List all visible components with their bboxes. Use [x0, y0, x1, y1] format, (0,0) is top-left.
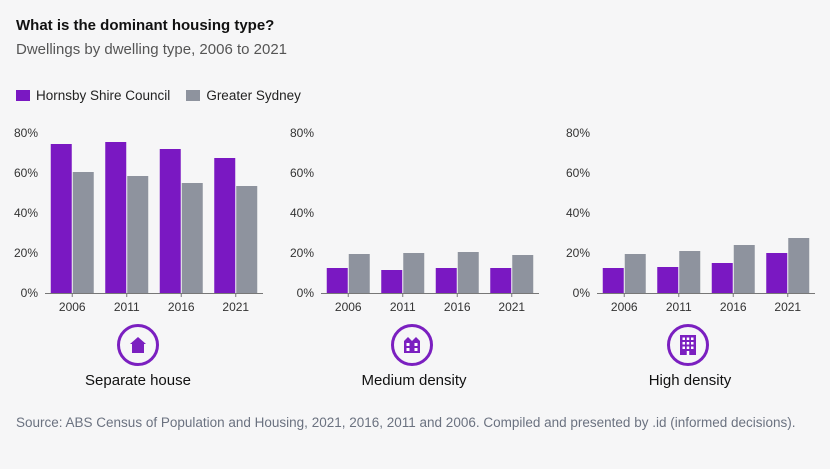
bar-greater-sydney: [348, 254, 370, 293]
bar-hornsby: [159, 149, 181, 293]
x-tick-label: 2006: [611, 300, 638, 314]
y-tick-label: 80%: [290, 126, 314, 140]
bar-greater-sydney: [512, 255, 534, 293]
source-note: Source: ABS Census of Population and Hou…: [16, 415, 796, 430]
bar-hornsby: [105, 142, 127, 293]
townhouse-icon: [391, 324, 433, 366]
bar-greater-sydney: [733, 245, 755, 293]
legend: Hornsby Shire Council Greater Sydney: [16, 88, 317, 103]
bar-hornsby: [435, 268, 457, 293]
legend-swatch-hornsby: [16, 90, 30, 101]
y-tick-label: 20%: [290, 246, 314, 260]
bar-hornsby: [50, 144, 72, 293]
legend-label-hornsby: Hornsby Shire Council: [36, 88, 171, 103]
y-tick-label: 40%: [566, 206, 590, 220]
x-tick-label: 2006: [59, 300, 86, 314]
chart-title: What is the dominant housing type?: [16, 17, 275, 34]
y-tick-label: 40%: [290, 206, 314, 220]
y-tick-label: 0%: [297, 286, 315, 300]
bar-hornsby: [602, 268, 624, 293]
house-icon: [117, 324, 159, 366]
y-tick-label: 0%: [21, 286, 39, 300]
y-tick-label: 80%: [566, 126, 590, 140]
bar-greater-sydney: [127, 176, 149, 293]
bar-greater-sydney: [788, 238, 810, 293]
bar-hornsby: [490, 268, 512, 293]
panel-label-separate-house: Separate house: [85, 372, 191, 389]
bar-greater-sydney: [236, 186, 258, 293]
y-tick-label: 40%: [14, 206, 38, 220]
legend-item-hornsby[interactable]: Hornsby Shire Council: [16, 88, 170, 103]
x-tick-label: 2016: [720, 300, 747, 314]
x-tick-label: 2016: [168, 300, 195, 314]
legend-swatch-greater-sydney: [186, 90, 201, 101]
x-tick-label: 2021: [498, 300, 525, 314]
y-tick-label: 60%: [14, 166, 38, 180]
x-tick-label: 2006: [335, 300, 362, 314]
x-tick-label: 2021: [774, 300, 801, 314]
x-tick-label: 2021: [222, 300, 249, 314]
apartment-building-icon: [667, 324, 709, 366]
x-tick-label: 2016: [444, 300, 471, 314]
bar-greater-sydney: [457, 252, 479, 293]
bar-greater-sydney: [181, 183, 203, 293]
legend-item-greater-sydney[interactable]: Greater Sydney: [186, 88, 301, 103]
bar-hornsby: [657, 267, 679, 293]
bar-hornsby: [326, 268, 348, 293]
y-tick-label: 20%: [14, 246, 38, 260]
y-tick-label: 60%: [566, 166, 590, 180]
bar-greater-sydney: [403, 253, 425, 293]
bar-hornsby: [711, 263, 733, 293]
panel-label-high-density: High density: [648, 372, 732, 389]
x-tick-label: 2011: [390, 300, 416, 314]
y-tick-label: 0%: [573, 286, 591, 300]
y-tick-label: 80%: [14, 126, 38, 140]
bar-greater-sydney: [679, 251, 701, 293]
y-tick-label: 60%: [290, 166, 314, 180]
bar-greater-sydney: [624, 254, 646, 293]
x-tick-label: 2011: [666, 300, 692, 314]
legend-label-greater-sydney: Greater Sydney: [206, 88, 301, 103]
bar-hornsby: [766, 253, 788, 293]
x-tick-label: 2011: [114, 300, 140, 314]
y-tick-label: 20%: [566, 246, 590, 260]
chart-subtitle: Dwellings by dwelling type, 2006 to 2021: [16, 41, 288, 58]
panel-label-medium-density: Medium density: [361, 372, 467, 389]
bar-greater-sydney: [72, 172, 94, 293]
bar-hornsby: [214, 158, 236, 293]
bar-hornsby: [381, 270, 403, 293]
